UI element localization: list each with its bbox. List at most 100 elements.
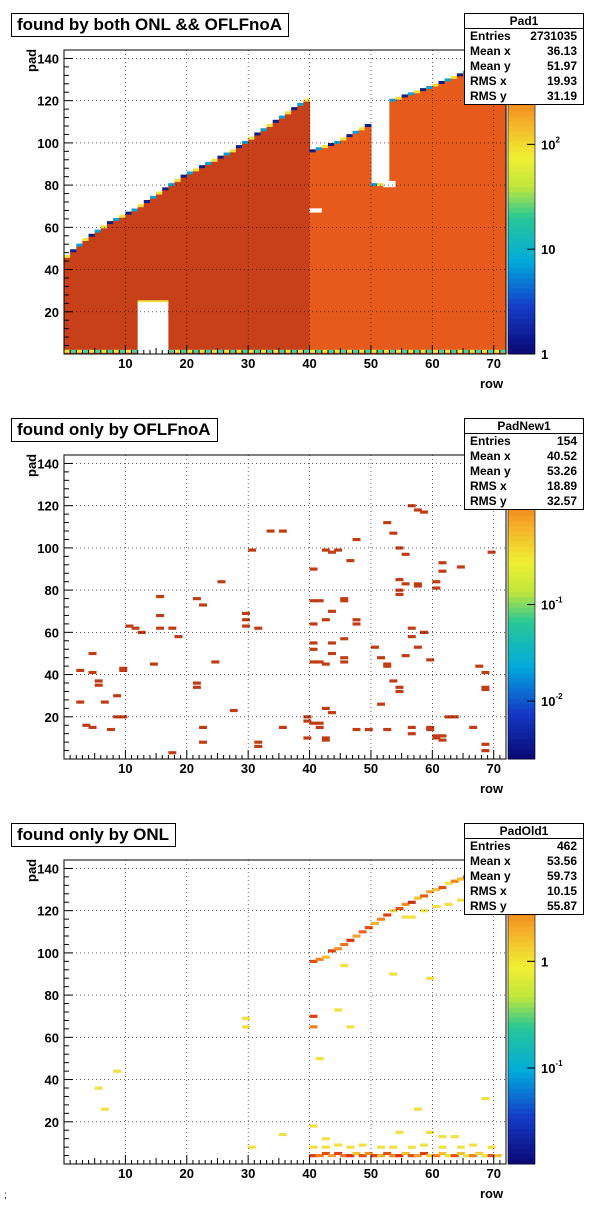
heatmap-column [444, 80, 452, 355]
y-tick-label: 60 [45, 220, 59, 235]
color-bar-segment [508, 1158, 535, 1165]
panel-only-oflfnoa: 10 20 30 40 50 60 70 20 40 60 80 100 120 140 10-2 10-1 … [0, 405, 600, 810]
heatmap-column [346, 136, 354, 354]
column-bottom-edge [88, 349, 96, 353]
stats-value: 55.87 [546, 899, 577, 913]
heatmap-cell [303, 715, 312, 719]
stats-value: 36.13 [546, 44, 577, 58]
column-edge [309, 149, 317, 153]
color-tick-label: 10-1 [541, 1059, 563, 1076]
x-tick-label: 20 [180, 356, 194, 371]
color-bar-segment [508, 733, 535, 740]
y-tick-label: 120 [37, 499, 59, 514]
heatmap-column [413, 92, 421, 354]
heatmap-cell [242, 1025, 251, 1029]
stats-value: 40.52 [546, 449, 577, 463]
heatmap-cell [340, 942, 349, 947]
color-bar-segment [508, 1148, 535, 1155]
heatmap-cell [278, 725, 287, 729]
color-bar-segment [508, 920, 535, 927]
heatmap-cell [389, 909, 398, 913]
color-bar-segment [508, 941, 535, 947]
heatmap-cell [340, 637, 349, 641]
y-tick-label: 120 [37, 904, 59, 919]
heatmap-column [309, 151, 317, 354]
heatmap-column [211, 160, 219, 354]
heatmap-cell [278, 1132, 287, 1137]
x-tick-label: 70 [486, 1166, 500, 1181]
column-edge [94, 229, 102, 233]
y-tick-label: 140 [37, 861, 59, 876]
color-bar-segment [508, 1088, 535, 1094]
heatmap-column [113, 219, 120, 354]
heatmap-cell [309, 641, 318, 645]
stats-label: Mean y [470, 869, 511, 883]
column-edge [278, 115, 286, 119]
column-edge [100, 225, 108, 229]
color-bar-segment [508, 1103, 535, 1109]
column-bottom-edge [352, 349, 360, 353]
heatmap-column [285, 113, 292, 354]
heatmap-column [76, 245, 84, 354]
color-bar-segment [508, 566, 535, 573]
heatmap-cell [395, 578, 404, 582]
heatmap-cell [426, 725, 435, 729]
column-edge [168, 183, 176, 187]
heatmap-cell [168, 626, 177, 630]
stats-label: RMS x [470, 884, 507, 898]
y-tick-label: 120 [37, 94, 59, 109]
heatmap-cell [401, 582, 410, 586]
plot-title: found only by OFLFnoA [11, 418, 218, 442]
heatmap-cell [407, 915, 416, 919]
heatmap-cell [315, 660, 324, 664]
heatmap-cell [364, 727, 373, 732]
color-bar-segment [508, 925, 535, 932]
x-tick-label: 40 [302, 1166, 316, 1181]
heatmap-cell [309, 1025, 318, 1029]
column-edge [205, 162, 212, 165]
column-edge [248, 136, 255, 140]
heatmap-column [278, 117, 286, 354]
heatmap-cell [352, 537, 361, 542]
heatmap-cell [309, 1145, 318, 1149]
column-bottom-edge [297, 349, 305, 353]
stats-label: Mean x [470, 449, 511, 463]
y-axis-label: pad [24, 48, 39, 72]
color-bar-segment [508, 1093, 535, 1099]
column-edge [242, 140, 249, 144]
heatmap-cell [94, 683, 103, 687]
column-bottom-edge [100, 349, 108, 353]
color-bar-segment [508, 622, 535, 628]
stats-row-entries: Entries 2731035 [465, 29, 583, 44]
x-tick-label: 40 [302, 761, 316, 776]
column-edge [266, 124, 274, 127]
heatmap-cell [420, 1151, 429, 1156]
column-edge [64, 254, 71, 258]
stats-label: Entries [470, 839, 511, 853]
column-edge [88, 233, 96, 237]
column-bottom-edge [76, 349, 84, 353]
heatmap-column [168, 185, 176, 354]
heatmap-cell [321, 706, 330, 710]
heatmap-cell [456, 898, 465, 902]
column-bottom-edge [217, 349, 225, 353]
column-edge [70, 249, 77, 253]
y-tick-label: 80 [45, 178, 59, 193]
column-edge [395, 96, 403, 100]
color-bar-segment [508, 718, 535, 725]
heatmap-cell [94, 1086, 103, 1090]
column-bottom-edge [450, 349, 458, 353]
column-bottom-edge [432, 349, 440, 353]
heatmap-cell [242, 624, 251, 628]
heatmap-cell [119, 668, 128, 672]
heatmap-cell [303, 736, 312, 740]
heatmap-cell [278, 529, 287, 533]
y-tick-label: 100 [37, 946, 59, 961]
heatmap-column [450, 77, 458, 354]
y-tick-label: 40 [45, 263, 59, 278]
heatmap-cell [420, 894, 429, 898]
heatmap-cell [168, 751, 177, 755]
color-bar-segment [508, 551, 535, 557]
color-bar-segment [508, 586, 535, 593]
heatmap-cell [309, 660, 318, 664]
